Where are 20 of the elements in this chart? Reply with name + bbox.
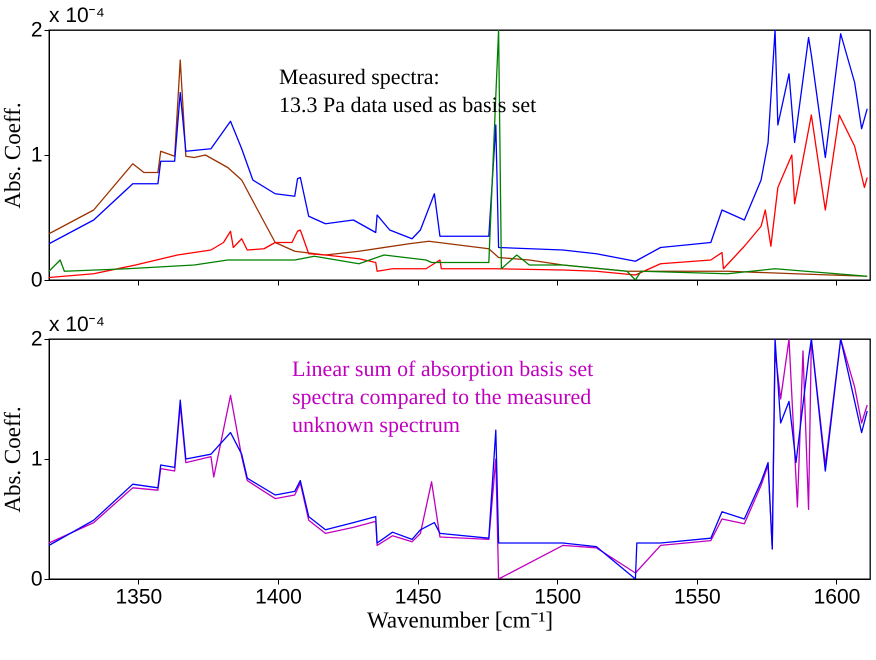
y-tick-label: 0 — [30, 268, 42, 292]
y-axis-title: Abs. Coeff. — [0, 102, 25, 209]
text: x 10⁻⁴ — [49, 4, 105, 27]
x-tick-label: 1450 — [394, 586, 442, 608]
x-axis-title: Wavenumber [cm⁻¹] — [366, 608, 554, 632]
x-tick-label: 1400 — [255, 586, 302, 608]
y-axis-title: Abs. Coeff. — [0, 406, 25, 513]
x-tick-label: 1600 — [814, 586, 860, 608]
y-tick-label: 0 — [30, 568, 42, 590]
annotation: Linear sum of absorption basis set spectra compared to the measured unknown spectrum — [292, 356, 594, 437]
x-tick-label: 1500 — [534, 586, 582, 608]
y-tick-label: 2 — [30, 18, 42, 42]
line-series — [49, 114, 868, 278]
text: x 10⁻⁴ — [49, 313, 105, 336]
x-tick-label: 1550 — [674, 586, 721, 608]
x-tick-label: 1350 — [116, 586, 162, 608]
y-tick-label: 1 — [30, 448, 42, 470]
y-tick-label: 2 — [30, 328, 42, 350]
line-series — [49, 339, 868, 579]
y-tick-label: 1 — [30, 144, 42, 166]
